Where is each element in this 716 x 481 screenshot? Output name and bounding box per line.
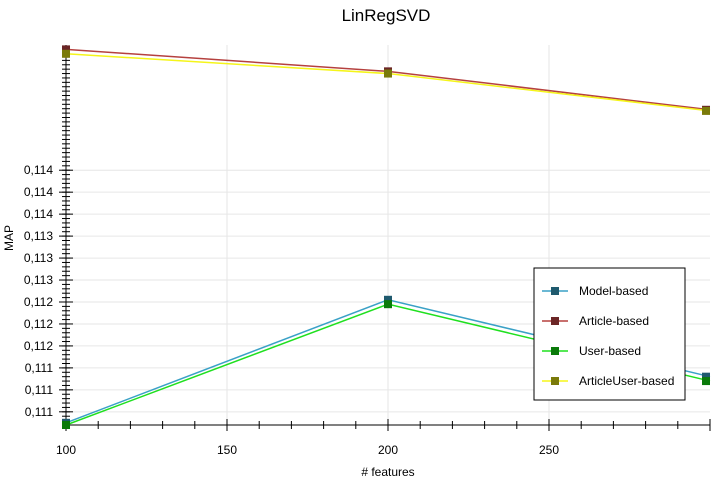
legend-box bbox=[533, 267, 686, 401]
legend-label: Article-based bbox=[579, 314, 649, 328]
y-axis-label: MAP bbox=[2, 225, 16, 251]
y-tick-label: 0,111 bbox=[25, 383, 54, 397]
legend-label: ArticleUser-based bbox=[579, 374, 674, 388]
y-tick-label: 0,114 bbox=[24, 207, 53, 221]
y-tick-label: 0,112 bbox=[24, 317, 53, 331]
y-tick-label: 0,113 bbox=[24, 251, 53, 265]
y-tick-label: 0,111 bbox=[25, 361, 54, 375]
legend-label: Model-based bbox=[579, 284, 648, 298]
y-tick-label: 0,113 bbox=[24, 229, 53, 243]
data-point bbox=[384, 300, 392, 309]
data-point bbox=[384, 69, 392, 78]
chart-title: LinRegSVD bbox=[342, 6, 431, 25]
legend: Model-based Article-based User-based Articl… bbox=[533, 267, 686, 401]
x-tick-label: 150 bbox=[217, 443, 237, 457]
legend-marker bbox=[551, 287, 559, 295]
y-tick-label: 0,112 bbox=[24, 339, 53, 353]
y-tick-label: 0,112 bbox=[24, 295, 53, 309]
data-point bbox=[62, 45, 70, 54]
grid bbox=[66, 45, 710, 425]
ticks: 100 150 200 250 0,111 0,111 0,111 0,112 0,112 0,1… bbox=[24, 46, 711, 457]
x-tick-label: 200 bbox=[378, 443, 398, 457]
y-tick-label: 0,114 bbox=[24, 185, 53, 199]
data-point bbox=[384, 295, 392, 304]
legend-label: User-based bbox=[579, 344, 641, 358]
y-tick-label: 0,113 bbox=[24, 273, 53, 287]
x-tick-label: 250 bbox=[539, 443, 559, 457]
x-axis-label: # features bbox=[361, 465, 414, 479]
data-point bbox=[62, 49, 70, 58]
data-point bbox=[702, 106, 710, 115]
data-point bbox=[702, 377, 710, 386]
legend-marker bbox=[551, 377, 559, 385]
y-tick-label: 0,111 bbox=[25, 405, 54, 419]
x-tick-label: 100 bbox=[56, 443, 76, 457]
data-point bbox=[62, 421, 70, 429]
y-tick-label: 0,114 bbox=[24, 163, 53, 177]
legend-marker bbox=[551, 347, 559, 355]
data-point bbox=[702, 372, 710, 381]
legend-marker bbox=[551, 317, 559, 325]
